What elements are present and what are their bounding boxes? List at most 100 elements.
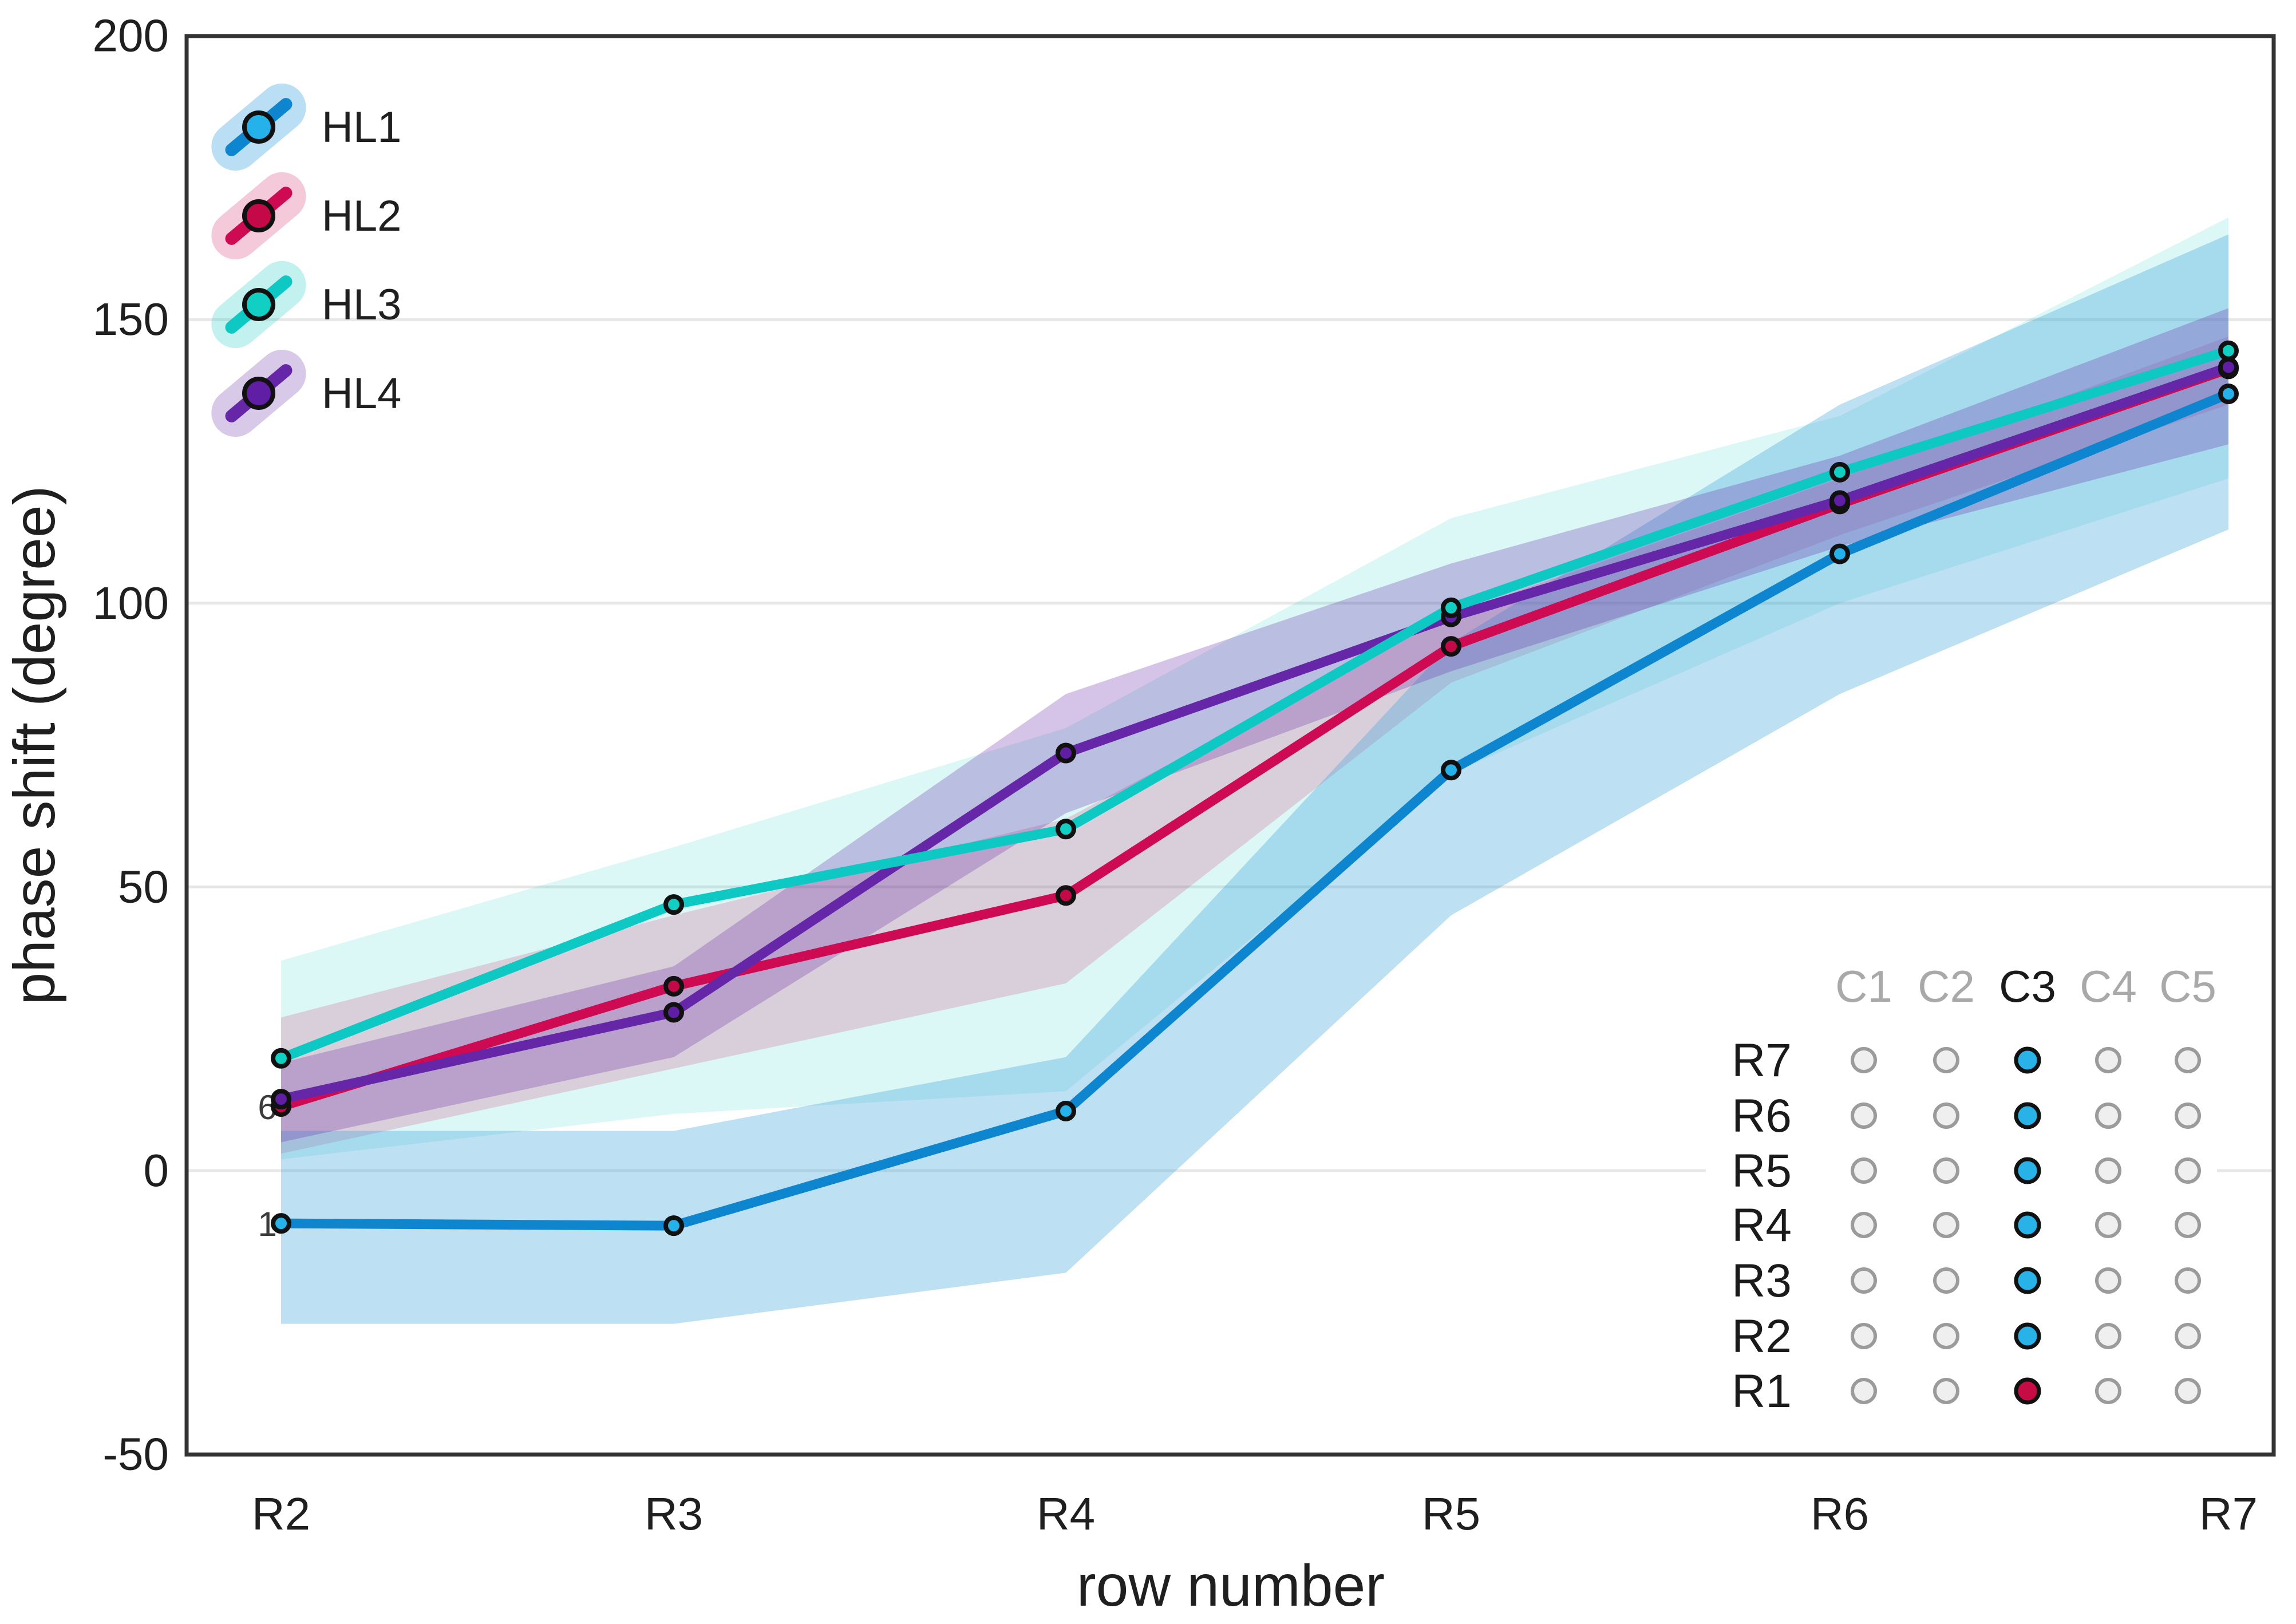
- marker-HL4-R2: [271, 1089, 291, 1110]
- x-tick-label-R2: R2: [252, 1488, 310, 1539]
- inset-dot-R4-C2: [1933, 1212, 1959, 1238]
- inset-background: [1706, 915, 2217, 1444]
- inset-dot-R3-C5: [2175, 1267, 2201, 1294]
- x-tick-label-R5: R5: [1422, 1488, 1480, 1539]
- legend-label-HL4: HL4: [322, 369, 401, 418]
- legend-marker-HL2: [242, 199, 275, 232]
- marker-HL4-R6: [1829, 490, 1850, 511]
- marker-HL3-R4: [1056, 819, 1076, 840]
- inset-column-header-C2: C2: [1918, 961, 1975, 1011]
- inset-dot-R6-C5: [2175, 1103, 2201, 1129]
- inset-dot-R1-C1: [1851, 1378, 1877, 1404]
- marker-HL4-R3: [663, 1002, 684, 1023]
- legend-label-HL1: HL1: [322, 103, 401, 152]
- inset-dot-R2-C1: [1851, 1323, 1877, 1349]
- legend-marker-HL3: [242, 288, 275, 321]
- inset-dot-R4-C5: [2175, 1212, 2201, 1238]
- inset-dot-R3-C3: [2014, 1267, 2041, 1294]
- inset-dot-R5-C5: [2175, 1157, 2201, 1184]
- line-HL4: [276, 362, 2234, 1104]
- inset-row-label-R1: R1: [1732, 1365, 1792, 1417]
- inset-row-label-R5: R5: [1732, 1145, 1792, 1197]
- inset-dot-R4-C4: [2095, 1212, 2121, 1238]
- legend-label-HL2: HL2: [322, 192, 401, 240]
- legend-marker-HL1: [242, 110, 275, 144]
- legend: HL1 HL2 HL3 HL4: [211, 83, 401, 437]
- inset-dot-R5-C3: [2014, 1157, 2041, 1184]
- legend-item-HL4: HL4: [211, 349, 401, 437]
- inset-dot-R3-C1: [1851, 1267, 1877, 1294]
- inset-dot-R5-C2: [1933, 1157, 1959, 1184]
- marker-HL2-R3: [663, 975, 684, 997]
- inset-dot-R2-C3: [2014, 1322, 2041, 1350]
- marker-HL1-R7: [2218, 384, 2239, 405]
- marker-HL1-R2: [271, 1213, 291, 1234]
- marker-HL1-R3: [663, 1215, 684, 1236]
- marker-HL4-R7: [2218, 357, 2239, 378]
- y-tick-label-50: 50: [118, 861, 169, 912]
- marker-HL3-R5: [1441, 597, 1461, 618]
- inset-dot-R7-C5: [2175, 1047, 2201, 1073]
- inset-dot-R7-C4: [2095, 1047, 2121, 1073]
- x-tick-label-R6: R6: [1811, 1488, 1869, 1539]
- inset-column-header-C5: C5: [2159, 961, 2216, 1011]
- legend-item-HL1: HL1: [211, 83, 401, 171]
- marker-HL2-R5: [1441, 636, 1461, 657]
- inset-dot-R6-C2: [1933, 1103, 1959, 1129]
- inset-row-label-R4: R4: [1732, 1199, 1792, 1251]
- inset-dot-R1-C2: [1933, 1378, 1959, 1404]
- y-tick-label-150: 150: [93, 294, 169, 345]
- inset-dot-R4-C3: [2014, 1211, 2041, 1239]
- inset-dot-R7-C2: [1933, 1047, 1959, 1073]
- markers-HL4: [271, 357, 2239, 1110]
- y-tick-label-0: 0: [144, 1145, 169, 1196]
- inset-dot-R5-C4: [2095, 1157, 2121, 1184]
- markers-HL1: [271, 384, 2239, 1236]
- legend-item-HL2: HL2: [211, 172, 401, 260]
- x-tick-label-R7: R7: [2199, 1488, 2258, 1539]
- inset-dot-R5-C1: [1851, 1157, 1877, 1184]
- inset-dot-R3-C4: [2095, 1267, 2121, 1294]
- marker-HL1-R6: [1829, 543, 1850, 564]
- inset-dot-R2-C5: [2175, 1323, 2201, 1349]
- y-axis-ticks: 200 150 100 50 0 -50: [93, 10, 169, 1480]
- inset-dot-R6-C1: [1851, 1103, 1877, 1129]
- line-HL3: [276, 346, 2234, 1064]
- x-axis-title: row number: [1077, 1553, 1385, 1618]
- legend-marker-HL4: [242, 377, 275, 410]
- marker-HL2-R4: [1056, 885, 1076, 906]
- inset-dot-R3-C2: [1933, 1267, 1959, 1294]
- x-tick-label-R3: R3: [645, 1488, 703, 1539]
- legend-key-HL3: [211, 260, 306, 349]
- legend-item-HL3: HL3: [211, 260, 401, 349]
- inset-column-header-C1: C1: [1835, 961, 1892, 1011]
- y-axis-title: phase shift (degree): [2, 485, 67, 1005]
- inset-dot-R7-C3: [2014, 1046, 2041, 1074]
- inset-row-label-R2: R2: [1732, 1310, 1792, 1362]
- y-tick-label-200: 200: [93, 10, 169, 61]
- inset-row-label-R6: R6: [1732, 1090, 1792, 1142]
- x-axis-ticks: R2 R3 R4 R5 R6 R7: [252, 1488, 2258, 1539]
- inset-dot-R7-C1: [1851, 1047, 1877, 1073]
- marker-HL3-R6: [1829, 461, 1850, 483]
- legend-key-HL1: [211, 83, 306, 171]
- inset-column-header-C3: C3: [1999, 961, 2056, 1011]
- inset-dot-R1-C5: [2175, 1378, 2201, 1404]
- inset-dot-R6-C3: [2014, 1102, 2041, 1129]
- inset-dot-R6-C4: [2095, 1103, 2121, 1129]
- inset-row-label-R7: R7: [1732, 1034, 1792, 1086]
- inset-dot-R1-C4: [2095, 1378, 2121, 1404]
- line-HL1: [276, 389, 2234, 1231]
- inset-dot-R4-C1: [1851, 1212, 1877, 1238]
- marker-HL1-R4: [1056, 1100, 1076, 1121]
- markers-HL3: [271, 340, 2239, 1069]
- inset-dot-R1-C3: [2014, 1377, 2041, 1405]
- inset-row-label-R3: R3: [1732, 1255, 1792, 1307]
- plot-frame: [184, 34, 2276, 1457]
- marker-HL4-R4: [1056, 742, 1076, 764]
- marker-HL3-R7: [2218, 340, 2239, 361]
- x-tick-label-R4: R4: [1037, 1488, 1095, 1539]
